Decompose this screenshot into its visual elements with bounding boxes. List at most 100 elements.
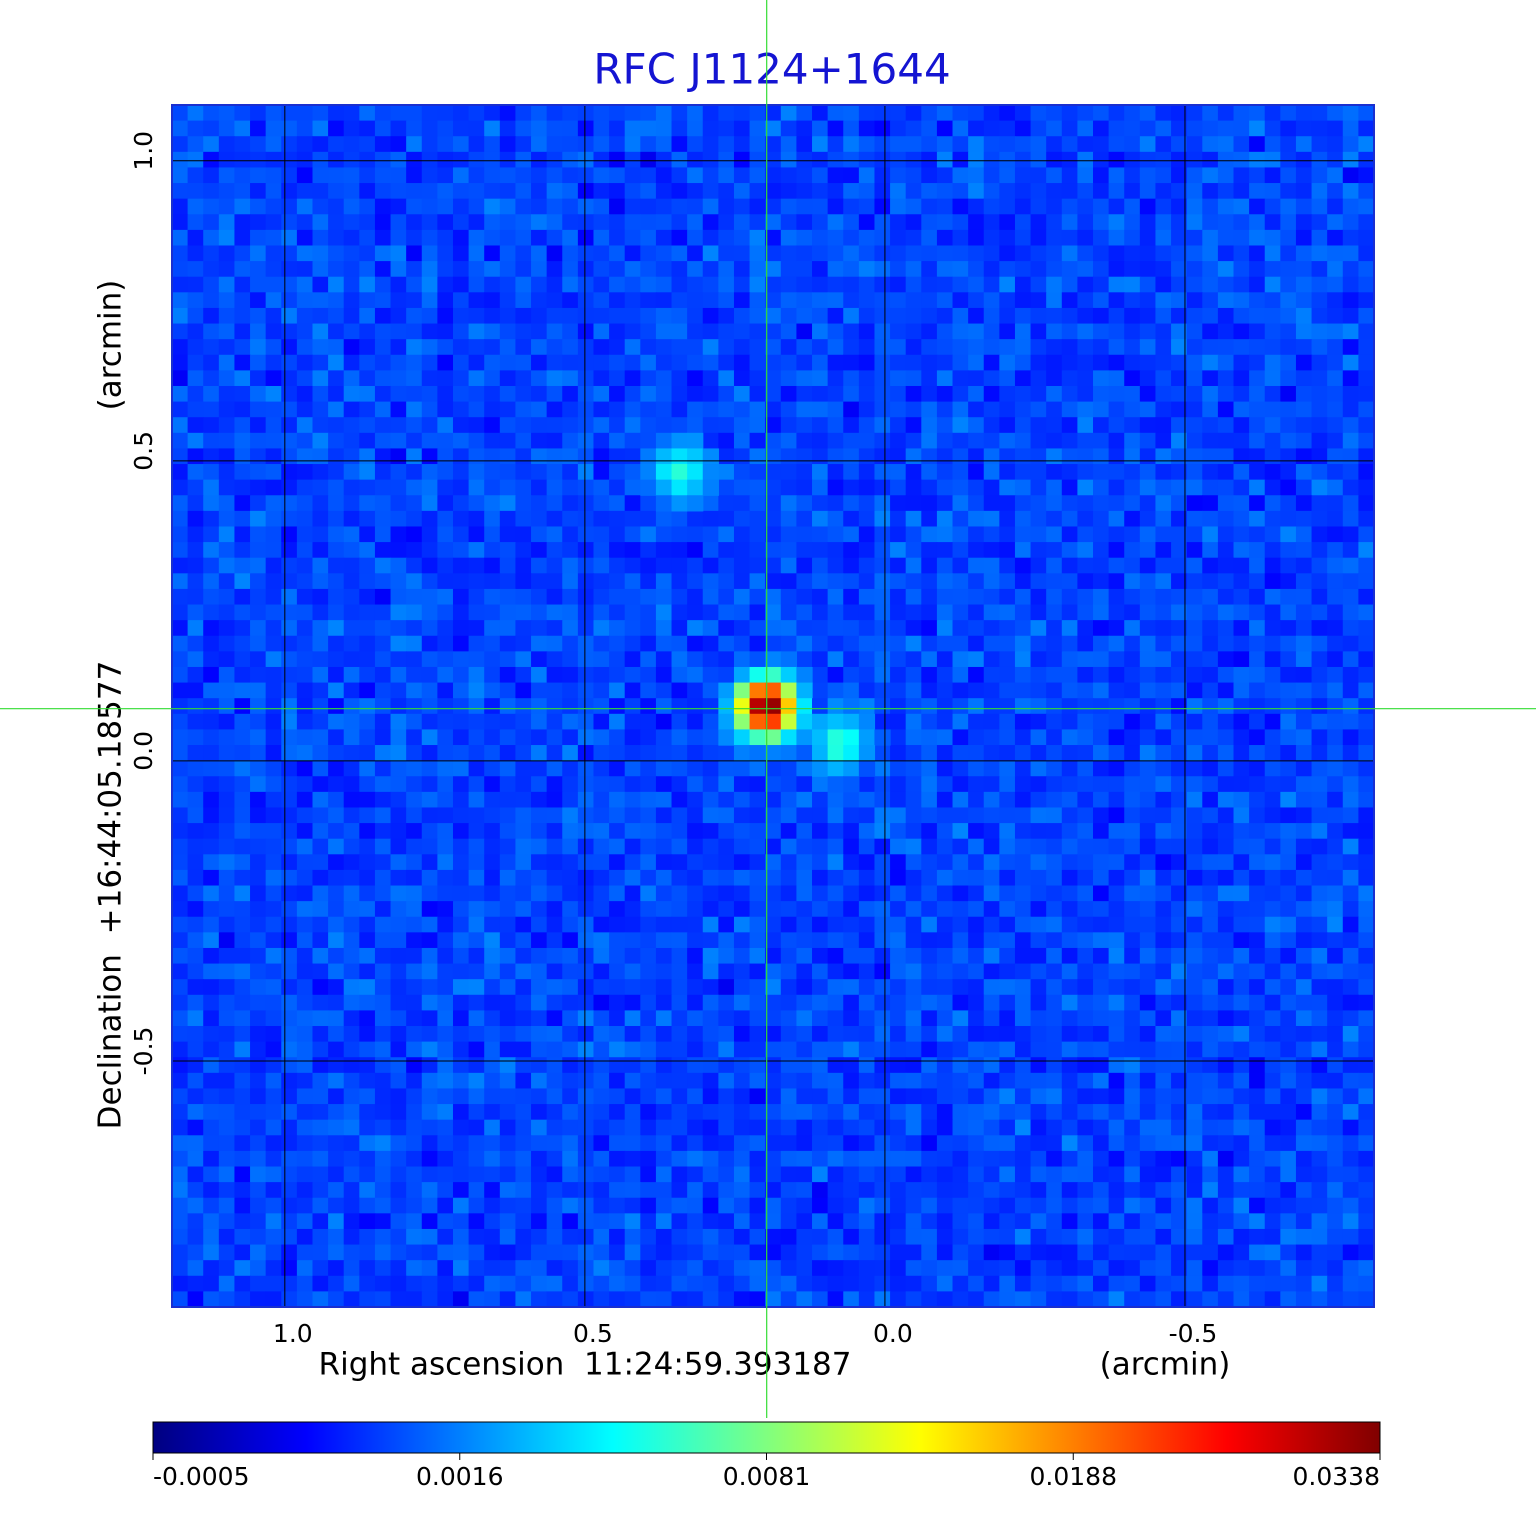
pixel: [609, 1072, 626, 1090]
pixel: [1186, 307, 1203, 325]
pixel: [1061, 214, 1078, 231]
pixel: [968, 401, 985, 418]
pixel: [312, 151, 329, 169]
pixel: [733, 229, 751, 247]
pixel: [733, 198, 751, 215]
pixel: [390, 604, 407, 621]
pixel: [328, 885, 345, 902]
pixel: [265, 198, 282, 215]
pixel: [296, 292, 314, 309]
pixel: [359, 776, 376, 793]
pixel: [999, 495, 1016, 512]
pixel: [593, 854, 610, 871]
pixel: [468, 698, 485, 715]
pixel: [468, 651, 485, 668]
pixel: [921, 745, 938, 762]
pixel: [484, 183, 501, 200]
pixel: [312, 307, 329, 325]
pixel: [905, 510, 922, 528]
pixel: [1280, 307, 1297, 325]
pixel: [1342, 1026, 1359, 1043]
pixel: [1139, 526, 1157, 543]
pixel: [1124, 292, 1141, 309]
pixel: [1077, 666, 1094, 684]
pixel: [1358, 745, 1375, 762]
pixel: [1139, 651, 1157, 668]
pixel: [437, 776, 454, 793]
pixel: [1014, 214, 1032, 231]
pixel: [1295, 713, 1313, 731]
pixel: [640, 432, 657, 450]
pixel: [265, 1041, 282, 1058]
pixel: [250, 136, 267, 153]
pixel: [1342, 464, 1359, 481]
pixel: [437, 682, 454, 699]
pixel: [983, 869, 1000, 887]
pixel: [312, 183, 329, 200]
pixel: [1061, 526, 1078, 543]
pixel: [468, 604, 485, 621]
pixel: [640, 1026, 657, 1043]
pixel: [452, 979, 470, 996]
pixel: [187, 791, 204, 809]
pixel: [1311, 261, 1328, 278]
pixel: [905, 776, 922, 793]
pixel: [1155, 557, 1172, 574]
pixel: [1124, 635, 1141, 652]
pixel: [343, 776, 360, 793]
pixel: [1202, 495, 1219, 512]
pixel: [234, 1010, 251, 1027]
pixel: [890, 229, 907, 247]
pixel: [1358, 245, 1375, 262]
pixel: [390, 994, 407, 1011]
pixel: [968, 198, 985, 215]
pixel: [671, 651, 688, 668]
pixel: [1093, 1041, 1110, 1058]
pixel: [624, 682, 641, 699]
pixel: [343, 385, 360, 403]
pixel: [952, 354, 969, 371]
pixel: [936, 682, 954, 699]
pixel: [1186, 432, 1203, 450]
pixel: [1139, 105, 1157, 122]
pixel: [687, 229, 704, 247]
pixel: [515, 307, 532, 325]
pixel: [796, 635, 813, 652]
pixel: [250, 1041, 267, 1058]
pixel: [671, 620, 688, 637]
pixel: [1233, 916, 1250, 933]
pixel: [218, 542, 236, 559]
pixel: [546, 1010, 563, 1027]
pixel: [328, 854, 345, 871]
pixel: [999, 432, 1016, 450]
pixel: [296, 339, 314, 356]
pixel: [1093, 495, 1110, 512]
pixel: [1264, 1010, 1281, 1027]
pixel: [796, 105, 813, 122]
pixel: [890, 573, 907, 590]
pixel: [780, 245, 798, 262]
pixel: [843, 245, 860, 262]
pixel: [999, 385, 1016, 403]
pixel: [1295, 542, 1313, 559]
pixel: [1311, 339, 1328, 356]
pixel: [1358, 479, 1375, 496]
pixel: [1077, 635, 1094, 652]
pixel: [655, 760, 673, 777]
pixel: [531, 479, 548, 496]
pixel: [1014, 1010, 1032, 1027]
pixel: [312, 1104, 329, 1121]
pixel: [1046, 682, 1063, 699]
pixel: [437, 261, 454, 278]
pixel: [515, 385, 532, 403]
pixel: [203, 307, 220, 325]
pixel: [1155, 776, 1172, 793]
pixel: [1171, 916, 1188, 933]
pixel: [218, 745, 236, 762]
pixel: [421, 354, 438, 371]
pixel: [1327, 1026, 1344, 1043]
pixel: [328, 183, 345, 200]
pixel: [593, 479, 610, 496]
pixel: [874, 526, 891, 543]
pixel: [218, 354, 236, 371]
